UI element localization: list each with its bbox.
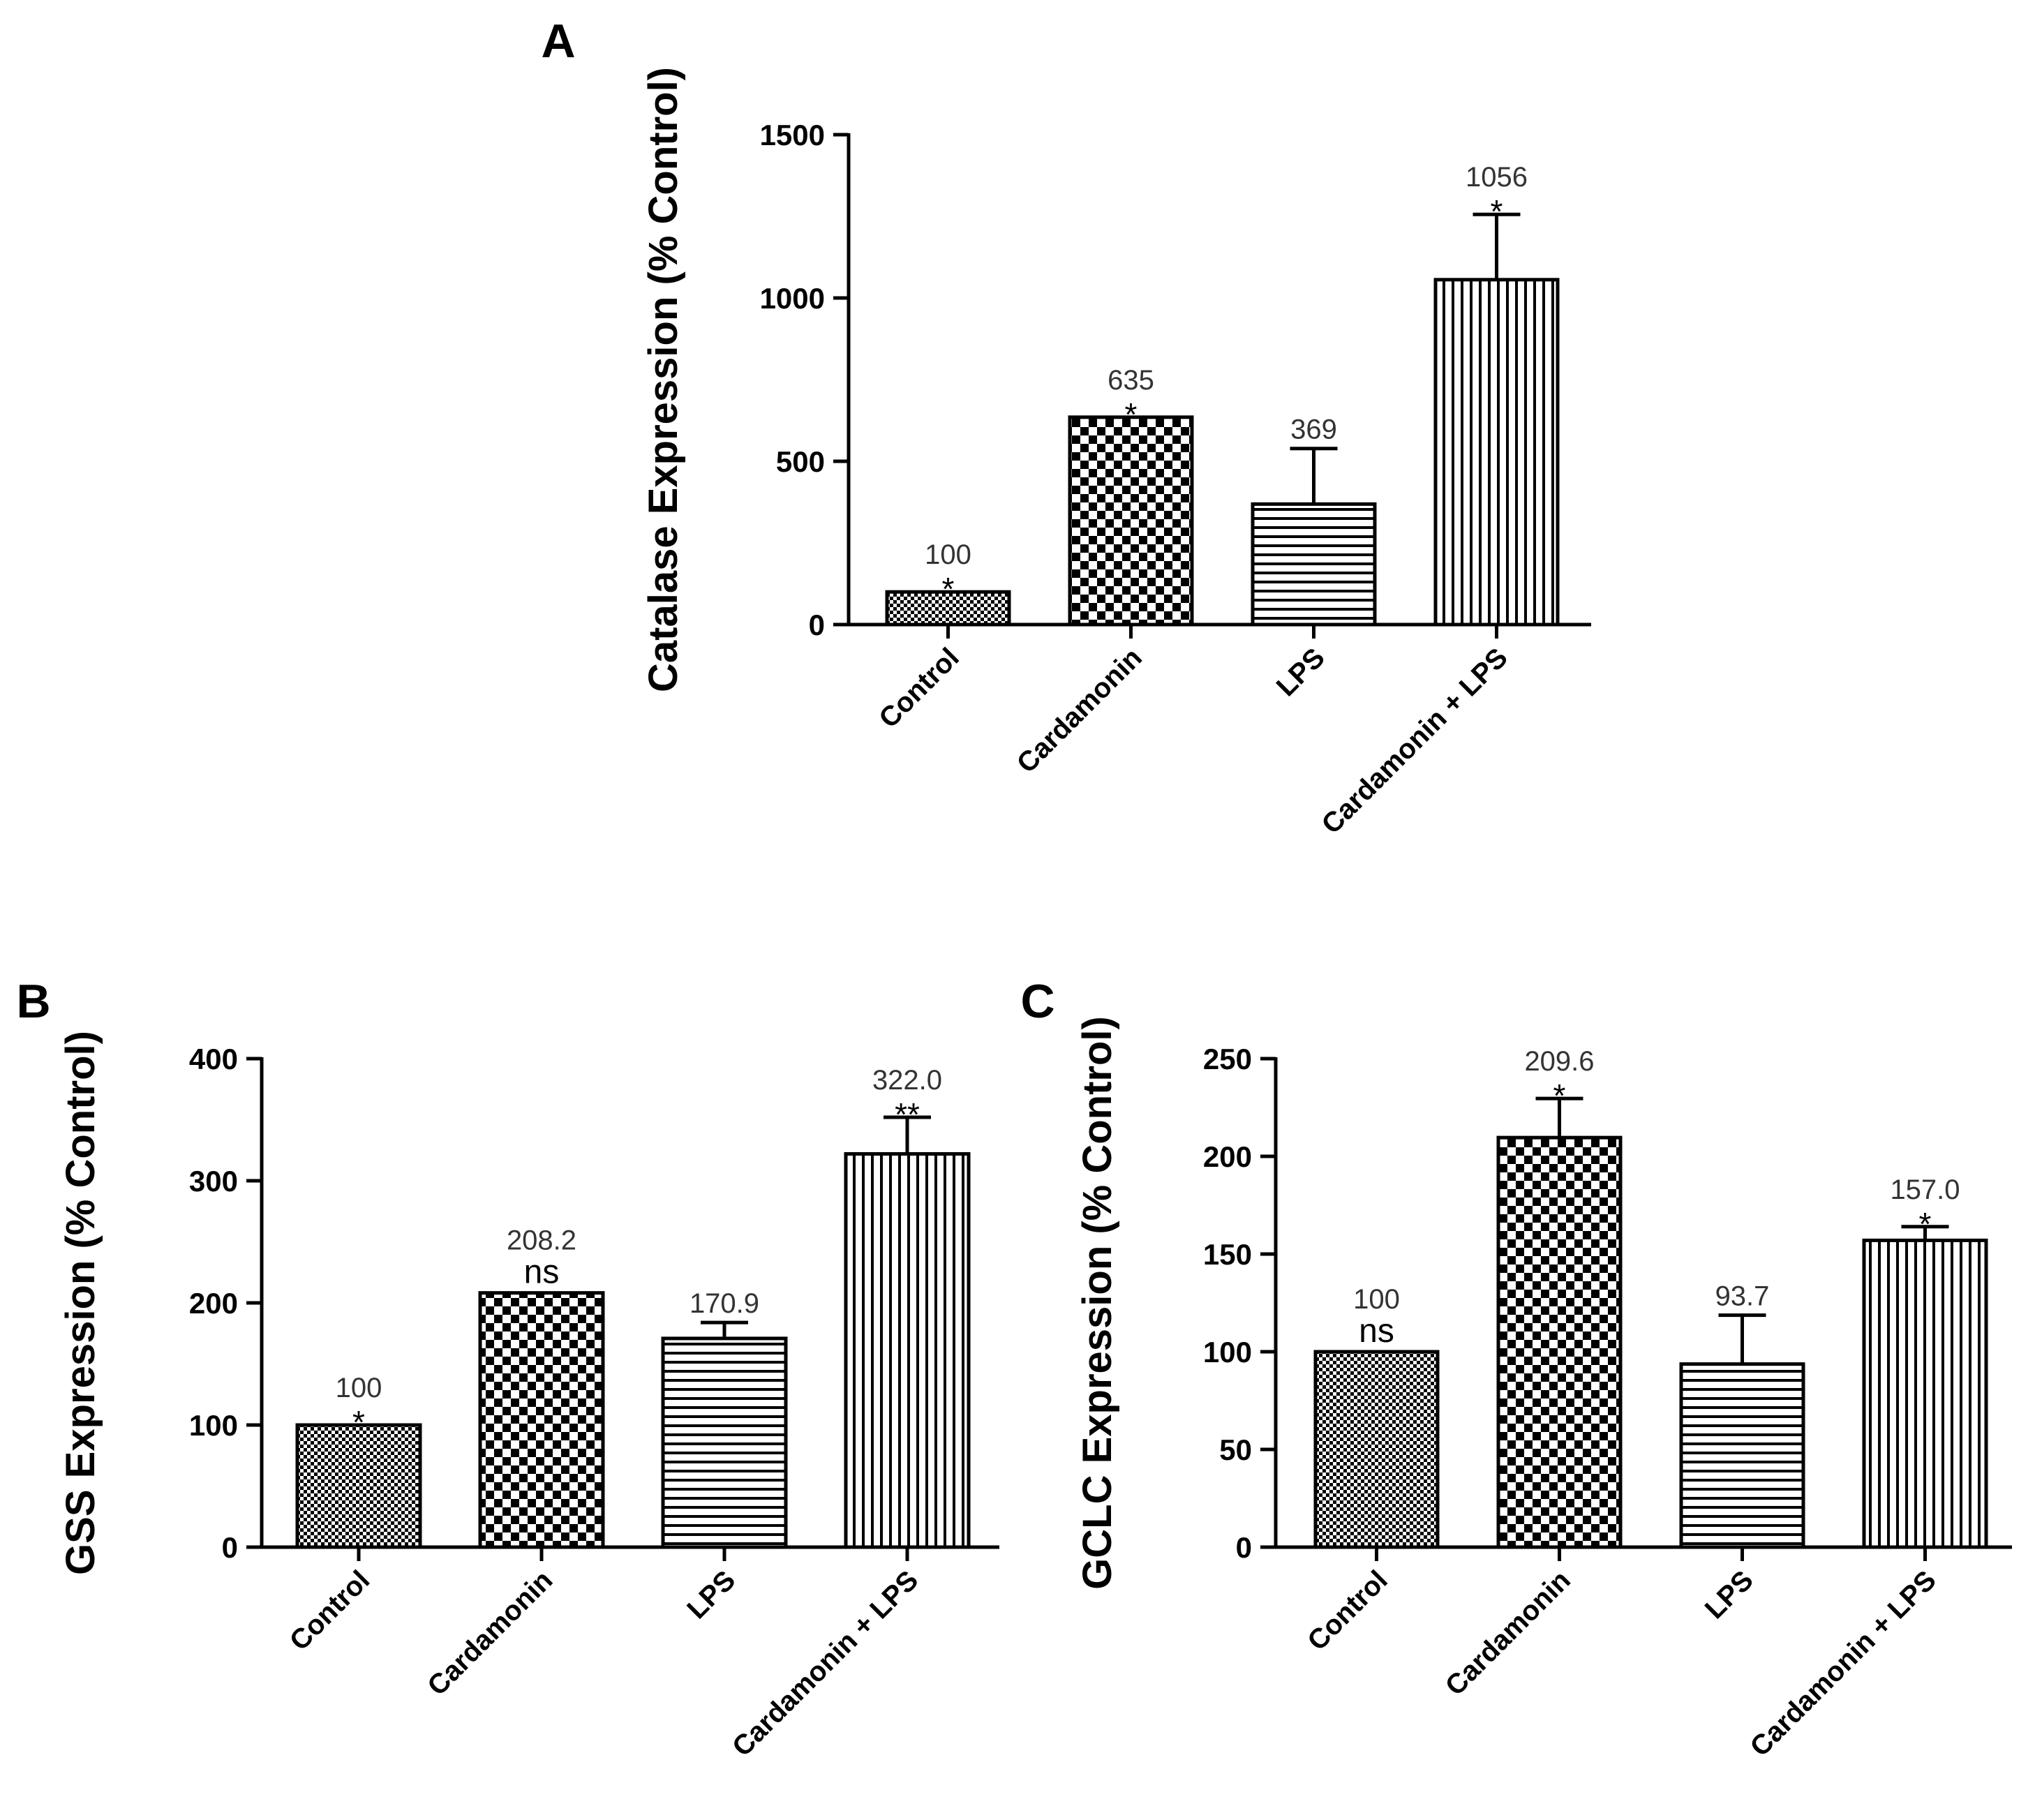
- panel-c-category-label: Cardamonin: [1440, 1565, 1576, 1701]
- panel-c-y-axis-title: GCLC Expression (% Control): [1075, 1016, 1120, 1590]
- panel-a-bar: [1433, 278, 1560, 627]
- panel-b-value-label: 322.0: [872, 1065, 942, 1096]
- panel-a-y-tick-label: 1500: [760, 119, 825, 151]
- panel-c-y-tick-label: 250: [1203, 1043, 1252, 1075]
- panel-a-category-label: Cardamonin + LPS: [1315, 642, 1513, 840]
- panel-a-significance-label: *: [1125, 396, 1138, 433]
- panel-a-y-tick-label: 1000: [760, 282, 825, 315]
- panel-b-gss-chart: B 0 100 200 300 400 GSS Expression (% Control…: [16, 975, 999, 1763]
- panel-a-y-tick-label: 500: [776, 445, 825, 478]
- panel-c-value-label: 157.0: [1890, 1174, 1960, 1205]
- panel-b-bar: [844, 1152, 971, 1549]
- panel-a-category-label: LPS: [1271, 642, 1331, 702]
- panel-a-y-tick-label: 0: [809, 609, 825, 641]
- panel-b-y-tick-label: 200: [189, 1287, 238, 1320]
- panel-b-significance-label: *: [352, 1404, 365, 1440]
- panel-a-value-label: 1056: [1466, 162, 1528, 193]
- panel-b-category-label: Cardamonin: [422, 1565, 558, 1701]
- panel-c-y-tick-label: 0: [1236, 1531, 1252, 1564]
- panel-a-category-label: Control: [873, 642, 965, 734]
- panel-c-value-label: 209.6: [1524, 1046, 1594, 1077]
- panel-b-letter: B: [16, 975, 50, 1028]
- panel-a-y-axis-title: Catalase Expression (% Control): [641, 67, 686, 692]
- panel-a-letter: A: [541, 15, 575, 68]
- panel-a-catalase-chart: A 0 500 1000 1500 Catalase Expression (% Con…: [541, 15, 1591, 840]
- panel-c-bar: [1862, 1238, 1988, 1549]
- panel-b-value-label: 208.2: [507, 1225, 576, 1256]
- panel-b-y-axis-title: GSS Expression (% Control): [58, 1031, 103, 1575]
- panel-b-y-tick-label: 0: [222, 1531, 238, 1564]
- panel-c-bar: [1496, 1135, 1623, 1549]
- panel-b-category-label: Control: [284, 1565, 376, 1657]
- panel-c-value-label: 100: [1353, 1284, 1400, 1315]
- panel-a-bar: [1251, 502, 1377, 627]
- panel-c-y-tick-label: 100: [1203, 1336, 1252, 1368]
- panel-c-y-tick-label: 150: [1203, 1238, 1252, 1271]
- panel-b-y-tick-label: 400: [189, 1043, 238, 1075]
- panel-a-significance-label: *: [942, 571, 955, 607]
- panel-b-significance-label: ns: [524, 1254, 560, 1291]
- panel-a-category-label: Cardamonin: [1011, 642, 1148, 779]
- panel-c-significance-label: ns: [1359, 1313, 1394, 1350]
- panel-b-significance-label: **: [895, 1096, 920, 1133]
- panel-c-letter: C: [1020, 975, 1054, 1028]
- panel-b-bar: [661, 1336, 788, 1549]
- panel-b-value-label: 170.9: [689, 1288, 759, 1319]
- panel-a-value-label: 635: [1108, 365, 1154, 396]
- panel-c-significance-label: *: [1919, 1206, 1932, 1242]
- panel-c-bar: [1679, 1362, 1805, 1549]
- panel-a-value-label: 100: [925, 539, 971, 570]
- panel-b-category-label: LPS: [681, 1565, 741, 1625]
- panel-c-gclc-chart: C 0 50 100 150 200 250 GCLC Expression (% Cont…: [1020, 975, 2012, 1763]
- panel-c-y-tick-label: 200: [1203, 1140, 1252, 1173]
- panel-a-significance-label: *: [1491, 193, 1503, 230]
- panel-b-y-tick-label: 100: [189, 1409, 238, 1442]
- panel-c-y-tick-label: 50: [1219, 1433, 1252, 1466]
- panel-b-bar: [478, 1291, 605, 1549]
- panel-c-category-label: Control: [1302, 1565, 1394, 1657]
- panel-b-category-label: Cardamonin + LPS: [726, 1565, 924, 1762]
- panel-b-bar: [295, 1423, 422, 1549]
- panel-b-y-tick-label: 300: [189, 1165, 238, 1198]
- panel-a-value-label: 369: [1290, 415, 1337, 445]
- panel-c-bar: [1313, 1350, 1440, 1549]
- panel-c-value-label: 93.7: [1715, 1281, 1770, 1312]
- panel-a-bar: [1068, 415, 1194, 627]
- panel-b-value-label: 100: [336, 1373, 382, 1403]
- panel-c-category-label: LPS: [1699, 1565, 1759, 1625]
- panel-c-category-label: Cardamonin + LPS: [1744, 1565, 1941, 1762]
- panel-c-significance-label: *: [1553, 1077, 1566, 1114]
